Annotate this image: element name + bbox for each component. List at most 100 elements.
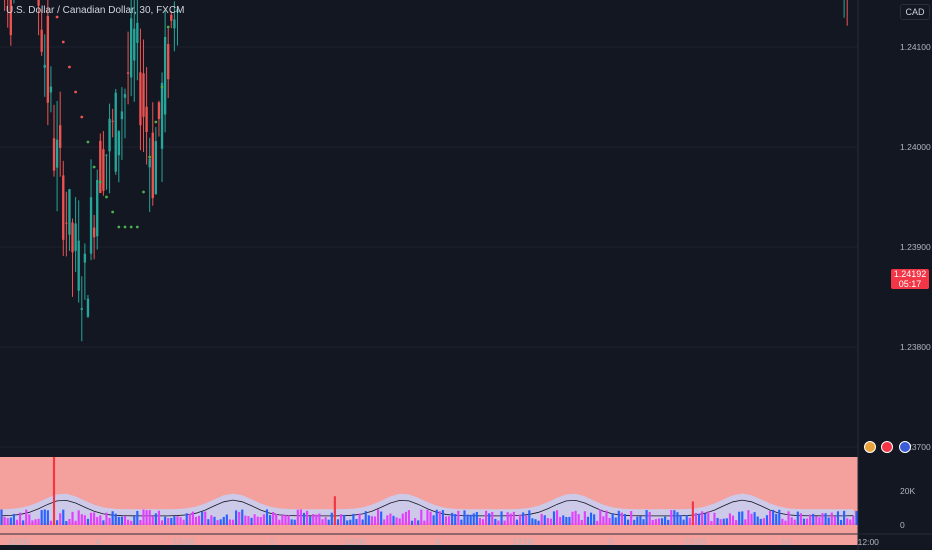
volume-bar: [562, 515, 565, 525]
volume-bar: [728, 513, 731, 525]
volume-bar: [93, 512, 96, 525]
volume-bar: [370, 516, 373, 525]
volume-bar: [784, 520, 787, 525]
volume-bar: [315, 514, 318, 525]
volume-bar: [324, 517, 327, 525]
volume-bar: [670, 510, 673, 525]
volume-bar: [827, 517, 830, 525]
trailing-stop-dot: [142, 190, 145, 194]
volume-bar: [651, 519, 654, 525]
volume-bar: [796, 511, 799, 525]
symbol-title[interactable]: U.S. Dollar / Canadian Dollar, 30, FXCM: [6, 5, 185, 16]
volume-bar: [127, 519, 130, 525]
volume-bar: [540, 513, 543, 525]
trailing-stop-dot: [135, 225, 139, 229]
volume-bar: [386, 515, 389, 525]
volume-bar: [630, 510, 633, 525]
volume-bar: [460, 519, 463, 525]
price-axis[interactable]: 1.237001.238001.239001.240001.241001.242…: [857, 0, 931, 550]
volume-bar: [481, 519, 485, 525]
volume-bar: [191, 511, 194, 525]
volume-tick-label: 20K: [900, 486, 915, 496]
volume-bar: [299, 509, 302, 525]
trailing-stop-dot: [123, 225, 127, 229]
candle-body: [83, 253, 87, 263]
volume-bar: [830, 512, 833, 525]
volume-bar: [346, 520, 349, 525]
volume-bar: [309, 516, 312, 525]
volume-bar: [509, 513, 512, 525]
volume-bar: [56, 520, 59, 525]
trailing-stop-dot: [74, 90, 78, 94]
volume-bar: [568, 516, 571, 525]
volume-bar: [812, 513, 815, 525]
volume-bar: [423, 520, 426, 525]
time-tick-label: 8: [435, 537, 440, 547]
volume-bar: [546, 518, 549, 525]
volume-bar: [756, 516, 759, 525]
economic-events-flags[interactable]: [864, 440, 912, 458]
trailing-stop-dots: [55, 15, 170, 229]
volume-bar: [367, 515, 370, 525]
volume-bar: [855, 511, 858, 525]
volume-panel-background: [0, 457, 858, 545]
volume-bar: [272, 511, 275, 525]
candle-body: [145, 106, 148, 133]
time-tick-label: 10: [781, 537, 791, 547]
candle-body: [114, 92, 117, 172]
us-flag-icon[interactable]: [898, 441, 911, 453]
volume-bar: [747, 510, 750, 525]
volume-bar: [96, 517, 99, 525]
currency-badge[interactable]: CAD: [900, 4, 930, 20]
volume-bar: [478, 517, 482, 525]
candle-body: [74, 223, 77, 251]
trailing-stop-dot: [61, 40, 65, 44]
volume-bar: [441, 510, 444, 525]
volume-bar: [815, 516, 818, 525]
volume-bar: [12, 513, 15, 525]
volume-bar: [410, 520, 414, 525]
volume-bar: [293, 519, 296, 525]
volume-bar: [602, 516, 605, 525]
volume-bar: [741, 511, 744, 525]
volume-bar: [852, 515, 855, 525]
volume-bar: [633, 519, 636, 525]
candle-body: [139, 72, 142, 126]
volume-bar: [336, 519, 340, 525]
volume-bar: [414, 518, 417, 525]
volume-bar: [46, 510, 49, 525]
time-axis[interactable]: 12:00 4 12:00 5 12:00 8 12:00 9 12:00 10 12:00: [0, 533, 932, 547]
volume-bar: [197, 515, 201, 525]
volume-bar: [512, 511, 515, 525]
volume-bar: [77, 510, 80, 525]
volume-bar: [506, 512, 509, 525]
trailing-stop-dot: [166, 25, 170, 29]
volume-bar: [534, 519, 537, 525]
candle-body: [46, 16, 50, 103]
volume-bar: [154, 513, 157, 525]
volume-bar: [420, 509, 423, 525]
volume-bar: [99, 515, 102, 525]
volume-bar: [151, 516, 154, 525]
volume-bar: [432, 515, 435, 525]
volume-bar: [762, 518, 765, 525]
candle-body: [167, 43, 170, 80]
volume-bar: [349, 519, 352, 525]
volume-bar: [525, 515, 528, 525]
volume-bar: [645, 510, 648, 525]
volume-bar: [37, 518, 40, 525]
candle-body: [151, 132, 154, 199]
volume-bar: [361, 519, 364, 525]
trailing-stop-dot: [129, 225, 133, 229]
volume-bar: [225, 514, 228, 525]
trailing-stop-dot: [80, 115, 84, 119]
volume-bar: [500, 511, 503, 525]
volume-bar: [494, 518, 497, 525]
candle-body: [123, 94, 127, 98]
canada-flag-icon[interactable]: [881, 441, 894, 453]
trailing-stop-dot: [92, 165, 96, 169]
price-tick-label: 1.24100: [900, 42, 931, 52]
event-flag-icon[interactable]: [864, 441, 876, 453]
volume-bar: [352, 513, 355, 525]
